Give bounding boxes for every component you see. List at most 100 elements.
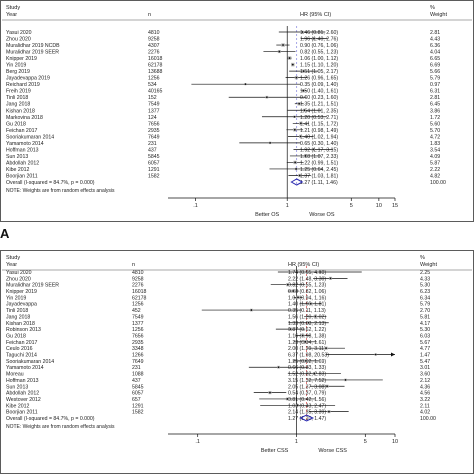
study-label: Hoffman 2013: [6, 147, 39, 153]
x-tick-label: .1: [195, 439, 200, 445]
hr-ci-text: 1.37 (1.03, 1.81): [300, 173, 338, 179]
hr-ci-text: 1.74 (0.65, 4.60): [288, 270, 326, 276]
weight-text: 4.02: [420, 410, 430, 416]
study-label: Jang 2018: [6, 314, 30, 320]
study-label: Yin 2019: [6, 63, 26, 69]
point-estimate: [301, 334, 304, 337]
sample-size: 7649: [132, 359, 144, 365]
forest-plot-css: Study Year n HR (95% CI)% Weight Yasui 2020 48…: [0, 250, 474, 474]
study-label: Ceulo 2016: [6, 346, 33, 352]
weight-text: 5.70: [430, 128, 440, 134]
sample-size: 6057: [132, 391, 144, 397]
sample-size: 4810: [132, 270, 144, 276]
study-label: Tinli 2018: [6, 308, 28, 314]
sample-size: 534: [148, 82, 157, 88]
hr-ci-text: 0.82 (0.55, 1.23): [300, 50, 338, 56]
sample-size: 1582: [132, 410, 144, 416]
sample-size: 1377: [132, 321, 144, 327]
sample-size: 1256: [132, 302, 144, 308]
point-estimate: [277, 366, 280, 369]
weight-text: 5.67: [420, 340, 430, 346]
weight-text: 3.86: [430, 108, 440, 114]
hr-ci-text: 1.92 (1.17, 3.15): [300, 147, 338, 153]
overall-label: Overall (I-squared = 84.7%, p = 0.000): [6, 180, 95, 186]
hr-ci-text: 1.52 (0.82, 2.83): [288, 372, 326, 378]
overall-hr-ci-text: 1.27 (1.11, 1.46): [300, 180, 338, 186]
hr-ci-text: 6.37 (1.98, 20.53): [288, 353, 329, 359]
hr-ci-text: 1.26 (0.96, 1.65): [300, 76, 338, 82]
study-label: Gu 2018: [6, 121, 26, 127]
point-estimate: [299, 135, 302, 138]
sample-size: 5845: [132, 384, 144, 390]
weight-text: 6.36: [430, 43, 440, 49]
x-tick-label: 10: [392, 439, 398, 445]
sample-size: 7549: [148, 102, 160, 108]
sample-size: 2935: [148, 128, 160, 134]
point-estimate: [293, 115, 296, 118]
weight-text: 6.31: [430, 89, 440, 95]
point-estimate: [288, 57, 291, 59]
sample-size: 7656: [132, 333, 144, 339]
hr-ci-text: 1.40 (1.02, 1.94): [300, 134, 338, 140]
weight-text: 6.23: [420, 289, 430, 295]
hr-ci-text: 1.56 (1.20, 2.02): [288, 314, 326, 320]
hr-ci-text: 1.22 (0.99, 1.51): [300, 160, 338, 166]
hr-ci-text: 0.82 (0.55, 1.23): [288, 283, 326, 289]
hr-ci-text: 1.25 (0.64, 2.45): [300, 167, 338, 173]
sample-size: 152: [148, 95, 157, 101]
point-estimate: [289, 328, 292, 331]
x-tick-label: .1: [193, 203, 198, 209]
point-estimate: [269, 141, 271, 144]
hr-ci-text: 1.03 (0.43, 2.47): [288, 403, 326, 409]
point-estimate: [295, 168, 298, 170]
point-estimate: [313, 37, 315, 40]
study-label: Jang 2018: [6, 102, 30, 108]
point-estimate: [302, 89, 305, 92]
overall-weight: 100.00: [420, 416, 436, 422]
hr-ci-text: 0.93 (0.82, 1.06): [288, 289, 326, 295]
sample-size: 231: [132, 365, 141, 371]
hr-ci-text: 1.04 (0.94, 1.16): [288, 295, 326, 301]
sample-size: 4307: [148, 43, 160, 49]
point-estimate: [265, 96, 268, 99]
study-label: Zhou 2020: [6, 37, 31, 43]
x-tick-label: 1: [286, 203, 289, 209]
study-label: Freih 2019: [6, 89, 31, 95]
sample-size: 4810: [148, 30, 160, 36]
study-label: Abdollah 2012: [6, 391, 39, 397]
axis-label-left: Better OS: [255, 212, 279, 218]
weight-text: 4.09: [430, 154, 440, 160]
weight-text: 4.72: [430, 134, 440, 140]
study-label: Knipper 2019: [6, 56, 37, 62]
point-estimate: [282, 44, 284, 46]
sample-size: 62178: [148, 63, 163, 69]
hr-ci-text: 0.90 (0.76, 1.06): [300, 43, 338, 49]
point-estimate: [302, 70, 305, 73]
axis-label-right: Worse OS: [309, 212, 335, 218]
header-hr: HR (95% CI): [300, 12, 331, 18]
sample-size: 437: [148, 147, 157, 153]
sample-size: 3348: [132, 346, 144, 352]
point-estimate: [301, 31, 304, 33]
weight-text: 5.81: [420, 314, 430, 320]
study-label: Jayadevappa 2019: [6, 76, 50, 82]
study-label: Sun 2013: [6, 384, 28, 390]
study-label: Muralidhar 2019 NCDB: [6, 43, 60, 49]
study-label: Yamamoto 2014: [6, 365, 44, 371]
point-estimate: [269, 391, 271, 394]
weight-text: 6.34: [420, 295, 430, 301]
point-estimate: [305, 359, 307, 362]
hr-ci-text: 0.66 (0.33, 1.33): [288, 365, 326, 371]
study-label: Moreau: [6, 372, 24, 378]
weight-text: 1.47: [420, 353, 430, 359]
weight-text: 6.45: [430, 102, 440, 108]
sample-size: 124: [148, 115, 157, 121]
study-label: Yasui 2020: [6, 30, 32, 36]
header-study: Study: [6, 5, 20, 11]
hr-ci-text: 0.54 (0.37, 0.79): [288, 391, 326, 397]
overall-hr-ci-text: 1.27 (1.10, 1.47): [288, 416, 326, 422]
sample-size: 1291: [148, 167, 160, 173]
sample-size: 7656: [148, 121, 160, 127]
study-label: Kibe 2012: [6, 167, 29, 173]
